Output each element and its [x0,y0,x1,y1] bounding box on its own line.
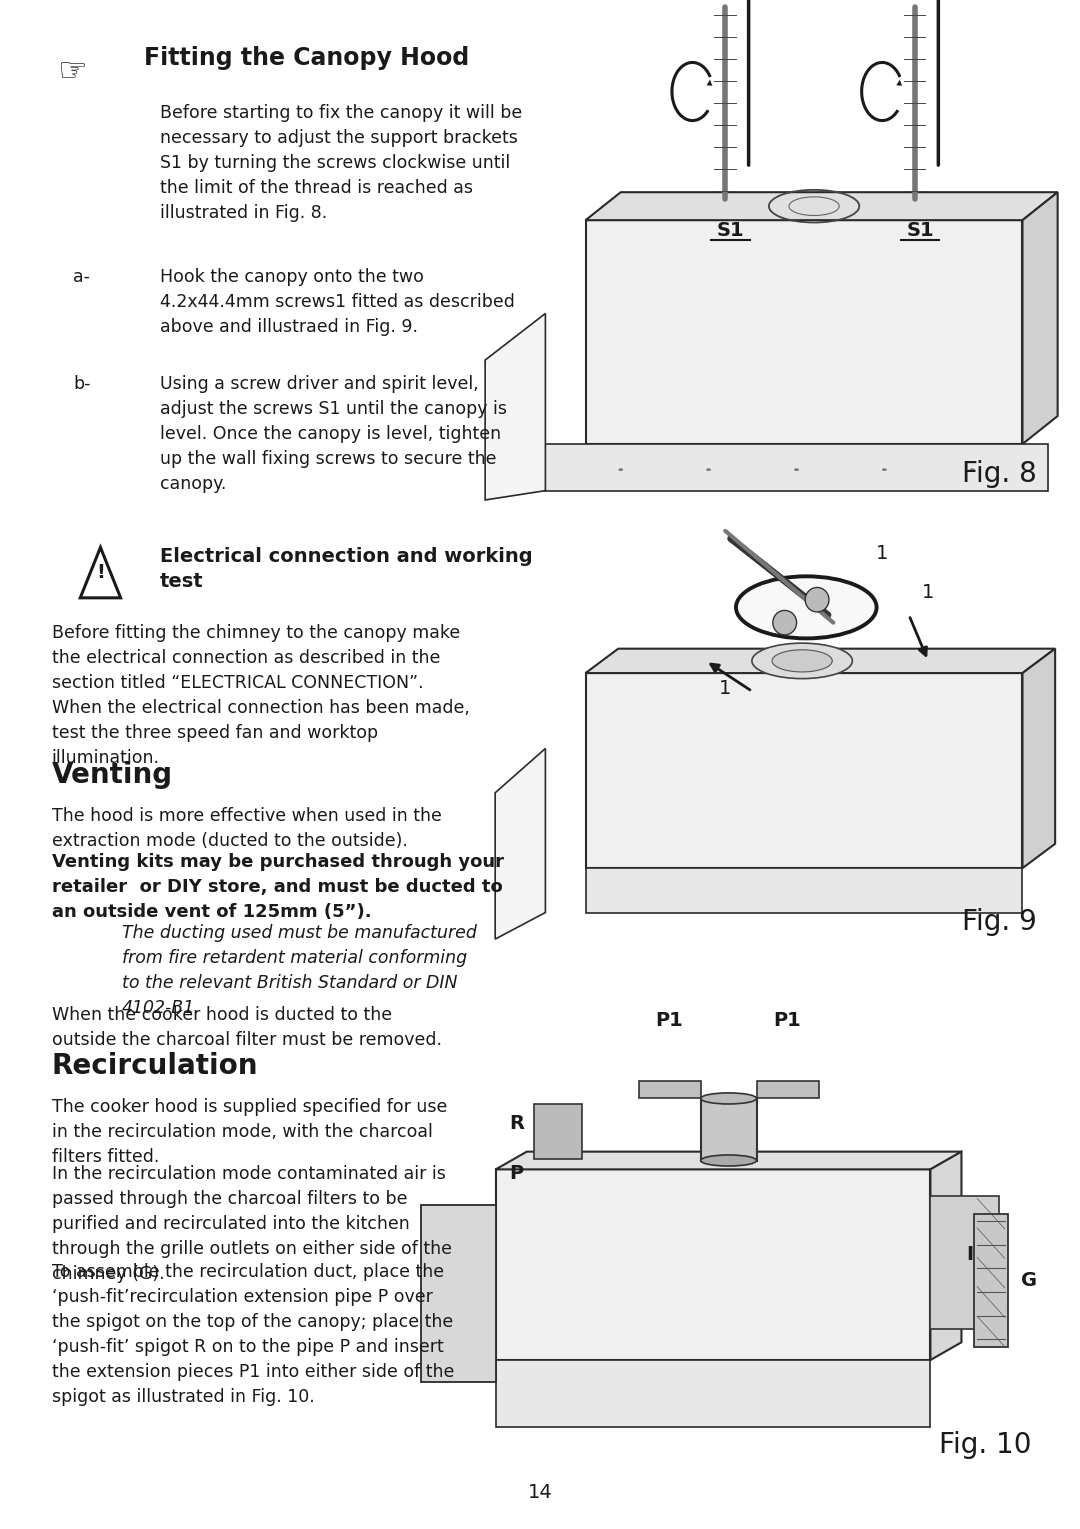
Ellipse shape [773,610,797,635]
Text: 14: 14 [528,1483,552,1501]
Text: In the recirculation mode contaminated air is
passed through the charcoal filter: In the recirculation mode contaminated a… [52,1165,451,1283]
Text: The cooker hood is supplied specified for use
in the recirculation mode, with th: The cooker hood is supplied specified fo… [52,1098,447,1165]
Text: Fig. 10: Fig. 10 [939,1431,1031,1459]
Polygon shape [496,1151,961,1170]
Text: !: ! [96,563,105,583]
Polygon shape [485,313,545,500]
Text: When the cooker hood is ducted to the
outside the charcoal filter must be remove: When the cooker hood is ducted to the ou… [52,1006,442,1049]
Text: ☞: ☞ [57,55,87,89]
Text: G: G [1021,1271,1037,1290]
Ellipse shape [701,1093,757,1104]
Text: Venting kits may be purchased through your
retailer  or DIY store, and must be d: Venting kits may be purchased through yo… [52,853,504,920]
Text: b-: b- [73,375,91,393]
Polygon shape [534,1104,581,1159]
Polygon shape [931,1196,999,1329]
Text: 1: 1 [719,679,731,697]
Ellipse shape [752,644,852,679]
Text: S1: S1 [716,222,744,240]
Text: Fig. 9: Fig. 9 [962,908,1037,936]
Text: S1: S1 [906,222,934,240]
Ellipse shape [735,576,877,639]
Text: Before starting to fix the canopy it will be
necessary to adjust the support bra: Before starting to fix the canopy it wil… [160,104,522,222]
Text: Using a screw driver and spirit level,
adjust the screws S1 until the canopy is
: Using a screw driver and spirit level, a… [160,375,507,492]
Ellipse shape [701,1154,757,1167]
Text: a-: a- [73,268,91,286]
Ellipse shape [619,469,623,471]
Polygon shape [585,868,1023,913]
Polygon shape [585,648,1055,673]
Text: R: R [510,1115,524,1133]
Polygon shape [1023,193,1057,443]
Polygon shape [495,749,545,939]
Polygon shape [701,1098,756,1161]
Text: Electrical connection and working
test: Electrical connection and working test [160,547,532,590]
Text: P1: P1 [656,1011,684,1031]
Ellipse shape [706,469,711,471]
Text: Before fitting the chimney to the canopy make
the electrical connection as descr: Before fitting the chimney to the canopy… [52,624,470,768]
Text: The ducting used must be manufactured
from fire retardent material conforming
to: The ducting used must be manufactured fr… [122,924,477,1017]
Ellipse shape [806,587,829,612]
Polygon shape [756,1081,819,1098]
Text: 1: 1 [922,583,934,601]
Text: Recirculation: Recirculation [52,1052,258,1079]
Polygon shape [496,1361,931,1427]
Text: P: P [510,1165,524,1183]
Text: Fitting the Canopy Hood: Fitting the Canopy Hood [144,46,469,70]
Text: P1: P1 [773,1011,801,1031]
Polygon shape [585,673,1023,868]
Ellipse shape [970,469,974,471]
Text: The hood is more effective when used in the
extraction mode (ducted to the outsi: The hood is more effective when used in … [52,807,442,850]
Ellipse shape [795,469,798,471]
Polygon shape [974,1214,1008,1347]
Polygon shape [496,1170,931,1361]
Ellipse shape [772,650,833,671]
Polygon shape [585,193,1057,220]
Text: Hook the canopy onto the two
4.2x44.4mm screws1 fitted as described
above and il: Hook the canopy onto the two 4.2x44.4mm … [160,268,515,335]
Polygon shape [545,443,1048,491]
Polygon shape [931,1151,961,1361]
Text: To assemble the recirculation duct, place the
‘push-fit’recirculation extension : To assemble the recirculation duct, plac… [52,1263,455,1407]
Polygon shape [1023,648,1055,868]
Polygon shape [638,1081,701,1098]
Text: Fig. 8: Fig. 8 [962,460,1037,488]
Polygon shape [585,220,1023,443]
Text: Venting: Venting [52,761,173,789]
Ellipse shape [882,469,887,471]
Text: I: I [967,1245,973,1264]
Polygon shape [421,1205,496,1382]
Text: 1: 1 [876,544,888,563]
